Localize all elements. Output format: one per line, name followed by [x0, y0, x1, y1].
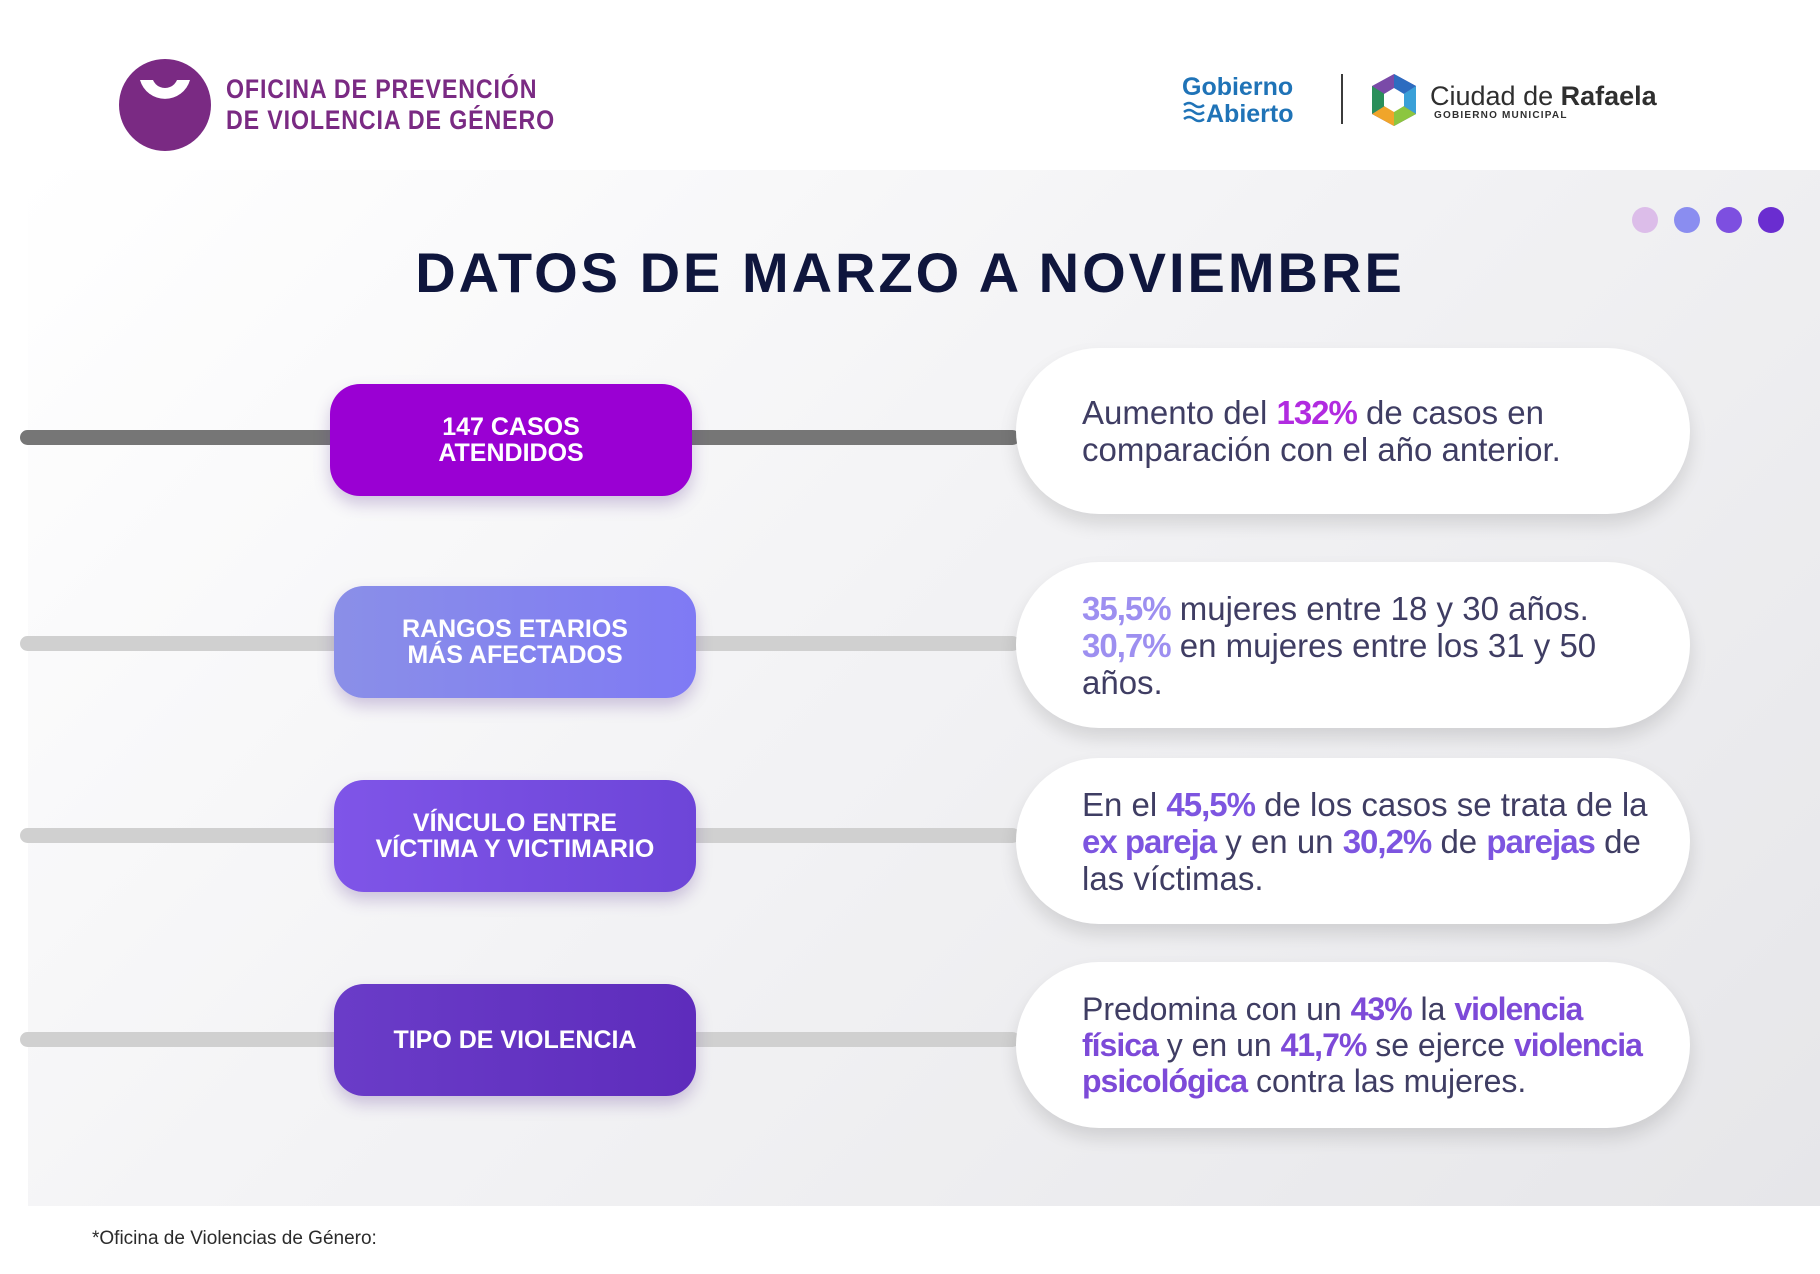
logo-line-1: OFICINA DE PREVENCIÓN [226, 74, 538, 104]
row-4-highlight-1: 43% [1350, 991, 1413, 1027]
dot-4 [1758, 207, 1784, 233]
row-3-highlight-1: 45,5% [1166, 785, 1256, 823]
row-4-label-line1: TIPO DE VIOLENCIA [393, 1026, 637, 1054]
row-2-highlight-1: 35,5% [1082, 589, 1172, 627]
row-4-highlight-2: violencia física [1082, 991, 1583, 1063]
row-4-label-pill: TIPO DE VIOLENCIA [334, 984, 696, 1096]
row-2-label-line2: MÁS AFECTADOS [407, 641, 623, 669]
row-3-text-i: de las víctimas. [1082, 822, 1641, 897]
row-2-highlight-2: 30,7% [1082, 626, 1172, 664]
row-2-text-b: mujeres entre 18 y 30 años. [1170, 589, 1589, 627]
row-3-bubble: En el 45,5% de los casos se trata de la … [1016, 758, 1690, 924]
gob-line-2: Abierto [1206, 100, 1294, 128]
row-3-label-line1: VÍNCULO ENTRE [412, 809, 618, 837]
footer-note: *Oficina de Violencias de Género: [92, 1228, 377, 1249]
row-3-text-e: y en un [1216, 822, 1343, 860]
row-1-label-line2: ATENDIDOS [438, 439, 584, 467]
row-4-text-e: y en un [1157, 1027, 1281, 1063]
row-4-highlight-4: violencia psicológica [1082, 1027, 1643, 1099]
row-1-text-a: Aumento del [1082, 394, 1277, 431]
row-1-label-pill: 147 CASOS ATENDIDOS [330, 384, 692, 496]
row-3-text-a: En el [1082, 785, 1167, 823]
row-2-text: 35,5% mujeres entre 18 y 30 años. 30,7% … [1082, 590, 1660, 701]
dot-1 [1632, 207, 1658, 233]
row-3-highlight-4: parejas [1486, 822, 1596, 860]
row-4-text-a: Predomina con un [1082, 991, 1351, 1027]
row-3-text: En el 45,5% de los casos se trata de la … [1082, 786, 1660, 897]
row-1-text: Aumento del 132% de casos en comparación… [1082, 394, 1660, 468]
row-3-highlight-3: 30,2% [1342, 822, 1433, 860]
row-4-text-g: se ejerce [1366, 1027, 1514, 1063]
row-2-label-line1: RANGOS ETARIOS [402, 615, 628, 643]
row-4-text: Predomina con un 43% la violencia física… [1082, 991, 1660, 1099]
oficina-logo-text: OFICINA DE PREVENCIÓN DE VIOLENCIA DE GÉ… [226, 74, 555, 136]
rafaela-city-prefix: Ciudad de [1430, 81, 1561, 111]
row-1-highlight: 132% [1276, 394, 1357, 431]
row-3-text-c: de los casos se trata de la [1254, 785, 1648, 823]
row-2-label-pill: RANGOS ETARIOS MÁS AFECTADOS [334, 586, 696, 698]
row-4-bubble: Predomina con un 43% la violencia física… [1016, 962, 1690, 1128]
row-3-label-line2: VÍCTIMA Y VICTIMARIO [375, 835, 655, 863]
dot-2 [1674, 207, 1700, 233]
rafaela-city: Ciudad de Rafaela [1430, 82, 1657, 110]
rafaela-subtitle: GOBIERNO MUNICIPAL [1434, 110, 1568, 121]
gobierno-abierto-logo-icon: Gobierno Abierto [1182, 73, 1294, 128]
header: OFICINA DE PREVENCIÓN DE VIOLENCIA DE GÉ… [0, 0, 1820, 170]
row-4-text-c: la [1411, 991, 1455, 1027]
dot-3 [1716, 207, 1742, 233]
oficina-logo-icon [119, 59, 211, 151]
page-title: DATOS DE MARZO A NOVIEMBRE [415, 241, 1405, 304]
gob-line-1: Gobierno [1182, 73, 1293, 101]
rafaela-city-name: Rafaela [1560, 81, 1657, 111]
logo-divider [1341, 74, 1343, 124]
row-2-text-d: en mujeres entre los 31 y 50 años. [1082, 626, 1597, 701]
row-4-text-i: contra las mujeres. [1247, 1063, 1527, 1099]
rafaela-logo-icon [1372, 74, 1416, 126]
row-3-text-g: de [1431, 822, 1487, 860]
logo-line-2: DE VIOLENCIA DE GÉNERO [226, 105, 555, 135]
row-4-highlight-3: 41,7% [1280, 1027, 1368, 1063]
row-3-highlight-2: ex pareja [1082, 822, 1217, 860]
row-1-label-line1: 147 CASOS [442, 413, 580, 441]
row-2-bubble: 35,5% mujeres entre 18 y 30 años. 30,7% … [1016, 562, 1690, 728]
row-1-bubble: Aumento del 132% de casos en comparación… [1016, 348, 1690, 514]
row-3-label-pill: VÍNCULO ENTRE VÍCTIMA Y VICTIMARIO [334, 780, 696, 892]
row-1-text-c: de casos en comparación con el año anter… [1082, 394, 1561, 468]
rafaela-logo-text: Ciudad de Rafaela GOBIERNO MUNICIPAL [1430, 82, 1657, 121]
